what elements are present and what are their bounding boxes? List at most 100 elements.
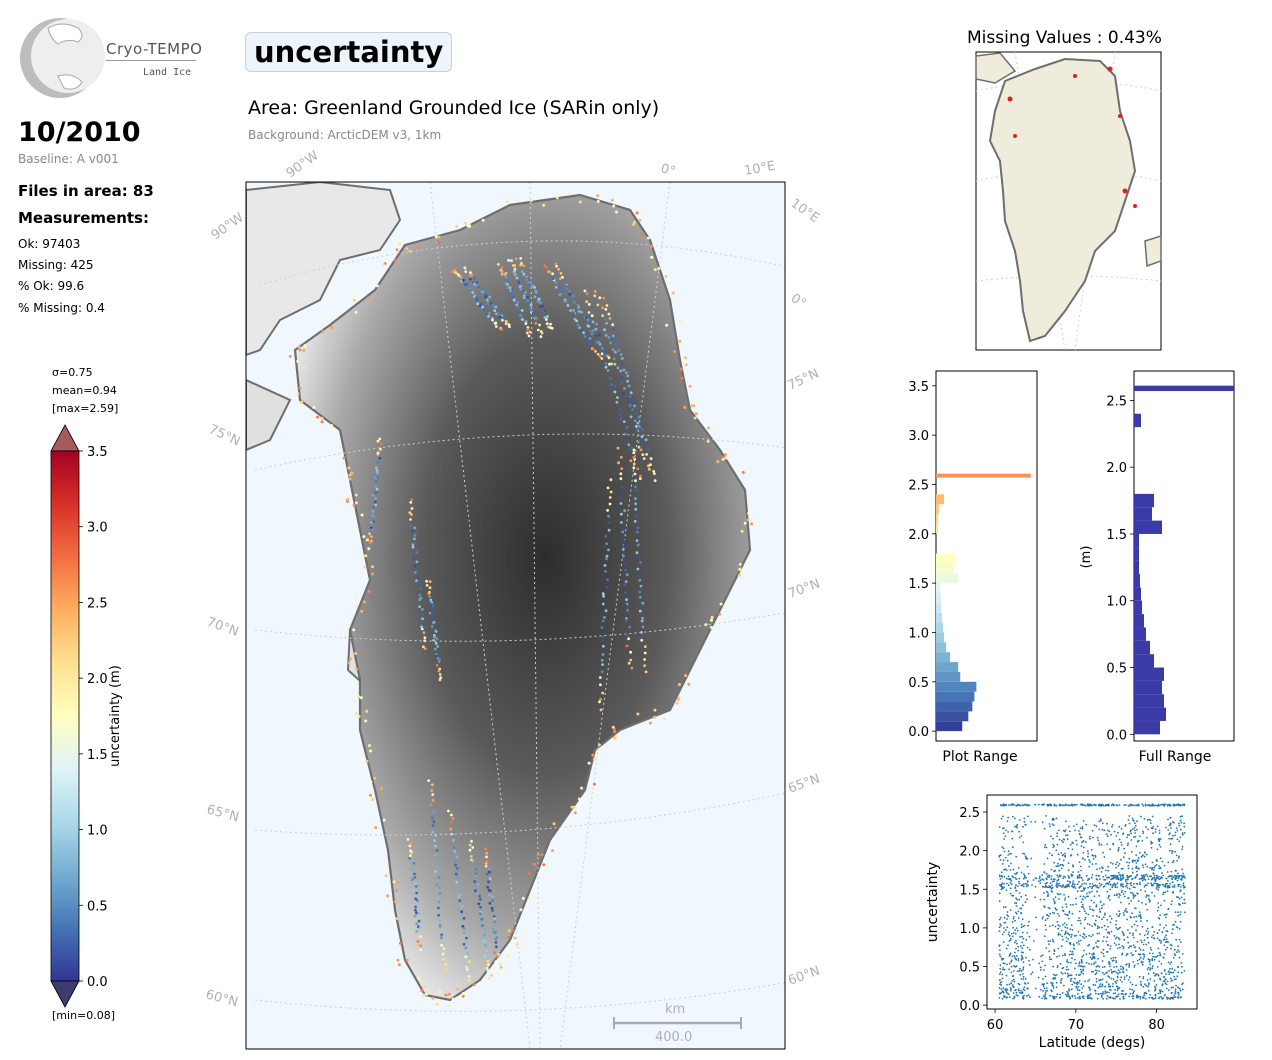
histogram-bar <box>936 563 955 574</box>
measurement-point <box>409 854 412 858</box>
scatter-point <box>1144 863 1147 866</box>
scatter-point <box>1138 975 1141 978</box>
measurement-point <box>302 349 306 352</box>
measurement-point <box>645 453 648 456</box>
measurement-point <box>603 328 606 332</box>
measurement-point <box>433 635 436 639</box>
scatter-point <box>1108 830 1111 833</box>
measurement-point <box>527 282 531 286</box>
scatter-point <box>1141 879 1144 882</box>
measurement-point <box>541 304 544 308</box>
scatter-point <box>1031 884 1033 886</box>
scatter-point <box>1149 969 1151 971</box>
measurement-point <box>478 894 481 898</box>
scatter-point <box>1013 995 1016 998</box>
measurement-point <box>598 296 602 300</box>
scatter-point <box>1078 962 1081 965</box>
scatter-point <box>1166 886 1169 889</box>
scatter-point <box>1155 887 1158 890</box>
scatter-point <box>1077 974 1080 977</box>
scatter-point <box>1167 884 1169 887</box>
scatter-point <box>1065 834 1067 837</box>
measurement-point <box>488 893 492 897</box>
scatter-point <box>1101 971 1104 974</box>
measurement-point <box>432 820 436 823</box>
scatter-point <box>1067 975 1069 978</box>
measurement-point <box>346 497 350 501</box>
scatter-point <box>1177 857 1180 859</box>
scatter-point <box>1146 818 1149 821</box>
scatter-point <box>1121 874 1123 877</box>
scatter-point <box>1058 869 1061 872</box>
scatter-point <box>1018 836 1021 839</box>
measurement-point <box>359 696 363 700</box>
scatter-point <box>1068 989 1070 992</box>
measurement-point <box>533 286 536 289</box>
scatter-point <box>1166 998 1169 1000</box>
scatter-point <box>1107 944 1110 946</box>
scatter-point <box>998 900 1001 903</box>
colorbar-min-extension <box>50 980 80 1008</box>
measurement-point <box>473 276 476 280</box>
scatter-point <box>1116 861 1118 864</box>
scatter-point <box>1168 989 1170 991</box>
scatter-point <box>1153 874 1156 877</box>
scatter-point <box>1008 935 1011 937</box>
measurement-point <box>444 993 448 997</box>
measurement-point <box>534 322 538 325</box>
measurement-point <box>375 460 379 464</box>
measurement-point <box>481 305 484 309</box>
histogram-bar <box>1134 413 1141 428</box>
scatter-point <box>1131 878 1133 881</box>
measurement-point <box>638 218 642 222</box>
scatter-point <box>1052 878 1055 881</box>
scatter-point <box>1098 874 1100 877</box>
scatter-point <box>1059 884 1061 887</box>
scatter-point <box>1099 900 1102 903</box>
measurement-point <box>371 798 375 801</box>
scatter-point <box>1112 874 1115 877</box>
measurement-point <box>627 661 631 665</box>
scatter-point <box>1084 918 1086 921</box>
scatter-point <box>1014 825 1016 828</box>
scatter-point <box>1157 973 1159 976</box>
measurement-point <box>364 719 368 723</box>
measurement-point <box>524 291 527 294</box>
scatter-point <box>1115 894 1118 897</box>
scatter-point <box>1048 907 1051 910</box>
scatter-point <box>1014 919 1016 922</box>
scatter-point <box>998 874 1001 877</box>
measurement-point <box>626 379 629 383</box>
scatter-point <box>1017 957 1020 960</box>
measurement-point <box>474 874 478 878</box>
measurement-point <box>594 327 598 331</box>
scatter-point <box>1125 880 1127 883</box>
scatter-point <box>1104 990 1107 992</box>
measurement-point <box>559 277 562 281</box>
measurement-point <box>747 497 751 501</box>
scatter-point <box>1183 876 1186 879</box>
measurement-point <box>571 814 574 818</box>
measurement-point <box>494 325 498 328</box>
scatter-point <box>1066 993 1069 996</box>
scatter-point <box>1125 878 1127 881</box>
measurement-point <box>452 838 455 842</box>
measurement-point <box>602 644 605 648</box>
scatter-point <box>1139 980 1142 983</box>
scatter-point <box>1078 873 1081 876</box>
measurement-point <box>369 780 373 784</box>
measurement-point <box>596 199 600 203</box>
scatter-point <box>1174 875 1177 877</box>
scatter-point <box>1128 822 1131 825</box>
measurement-point <box>600 346 604 350</box>
scatter-point <box>1002 859 1005 862</box>
measurement-point <box>624 580 628 584</box>
measurement-point <box>460 910 464 914</box>
scatter-point <box>1181 875 1184 878</box>
scatter-point <box>1136 828 1138 831</box>
measurement-point <box>602 594 605 598</box>
scatter-point <box>1018 892 1021 894</box>
scatter-point <box>1065 968 1068 971</box>
scatter-point <box>1001 977 1004 980</box>
scatter-point <box>1089 861 1091 863</box>
